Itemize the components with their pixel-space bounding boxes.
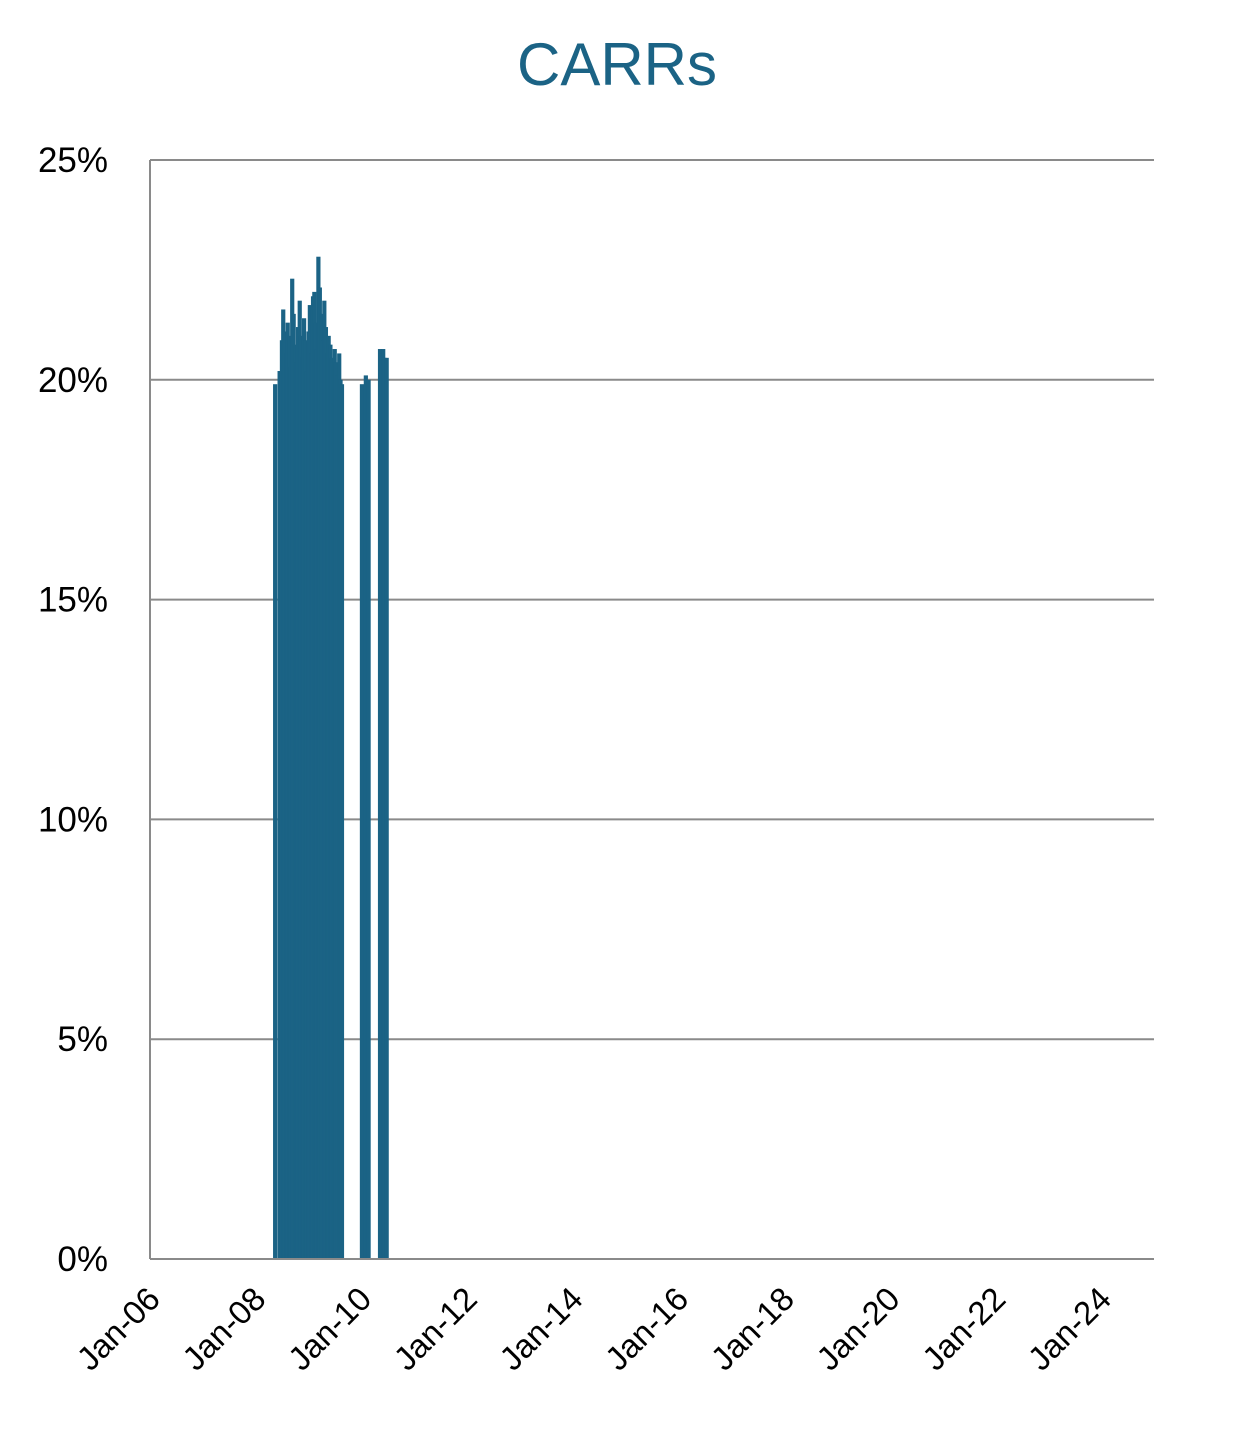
x-tick-label: Jan-18 (704, 1280, 802, 1378)
bar-series (273, 256, 389, 1260)
y-tick-label: 10% (38, 800, 108, 839)
x-tick-label: Jan-08 (175, 1280, 273, 1378)
bar (339, 384, 345, 1259)
x-tick-label: Jan-14 (492, 1280, 590, 1378)
y-tick-label: 5% (57, 1020, 108, 1059)
y-tick-label: 20% (38, 361, 108, 400)
y-tick-label: 25% (38, 141, 108, 180)
x-tick-label: Jan-10 (281, 1280, 379, 1378)
x-tick-label: Jan-24 (1020, 1280, 1118, 1378)
y-tick-label: 15% (38, 581, 108, 620)
axes (149, 160, 1154, 1260)
bar (382, 357, 387, 1259)
x-tick-label: Jan-20 (809, 1280, 907, 1378)
y-tick-labels: 0% 5% 10% 15% 20% 25% (38, 141, 108, 1279)
x-tick-label: Jan-06 (69, 1280, 167, 1378)
bar (384, 357, 389, 1259)
bar (366, 379, 371, 1259)
x-tick-labels: Jan-06 Jan-08 Jan-10 Jan-12 Jan-14 Jan-16 Jan-… (69, 1280, 1118, 1378)
bar (277, 371, 282, 1259)
x-tick-label: Jan-12 (386, 1280, 484, 1378)
bar (273, 384, 278, 1259)
y-tick-label: 0% (57, 1240, 108, 1279)
chart-title: CARRs (516, 31, 717, 98)
bar (359, 384, 365, 1259)
x-tick-label: Jan-16 (598, 1280, 696, 1378)
x-tick-label: Jan-22 (915, 1280, 1013, 1378)
